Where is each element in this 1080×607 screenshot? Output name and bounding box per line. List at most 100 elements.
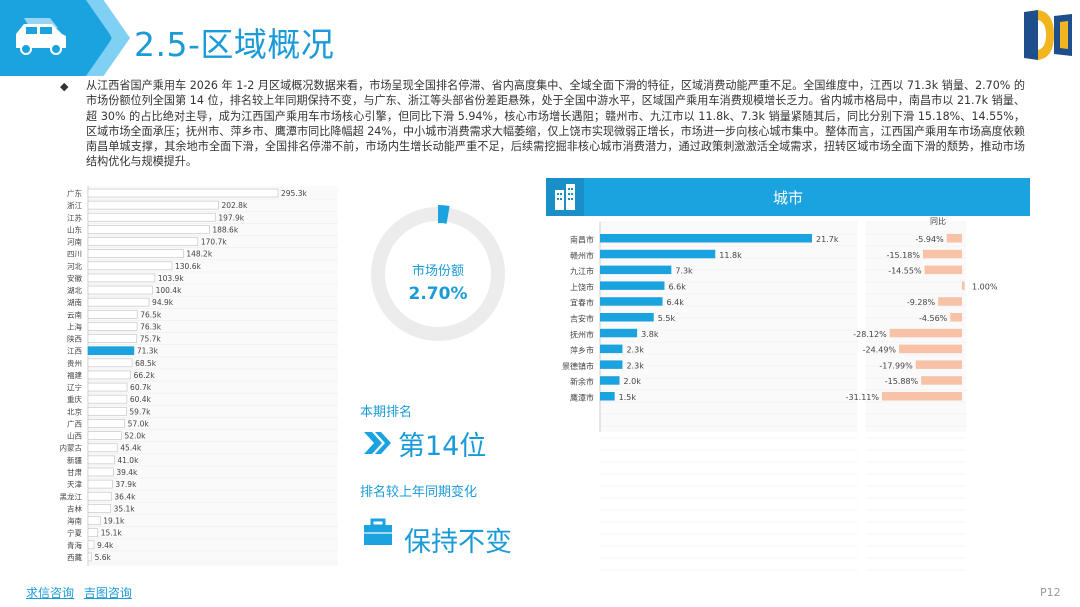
province-category-label: 河北 bbox=[67, 262, 82, 271]
yoy-bar bbox=[950, 313, 962, 322]
city-category-label: 鹰潭市 bbox=[570, 393, 594, 403]
city-category-label: 景德镇市 bbox=[562, 361, 594, 371]
province-bar bbox=[87, 552, 92, 562]
province-bar bbox=[87, 479, 113, 489]
province-category-label: 甘肃 bbox=[67, 467, 82, 477]
city-value-label: 6.6k bbox=[668, 282, 686, 291]
city-bar bbox=[600, 392, 615, 401]
building-icon bbox=[555, 184, 575, 210]
province-category-label: 广东 bbox=[67, 188, 82, 198]
yoy-value-label: -31.11% bbox=[846, 393, 880, 402]
province-value-label: 9.4k bbox=[97, 541, 114, 550]
city-value-label: 3.8k bbox=[641, 330, 659, 339]
city-bar bbox=[600, 344, 623, 354]
city-value-label: 2.3k bbox=[626, 361, 644, 370]
city-value-label: 5.5k bbox=[658, 314, 676, 323]
province-category-label: 云南 bbox=[67, 309, 82, 319]
province-value-label: 76.5k bbox=[140, 310, 162, 319]
footer-link-jitu[interactable]: 吉图咨询 bbox=[83, 586, 132, 600]
intro-text: 从江西省国产乘用车 2026 年 1-2 月区域概况数据来看，市场呈现全国排名停… bbox=[86, 79, 1025, 169]
yoy-bar bbox=[946, 234, 962, 243]
market-share-donut bbox=[369, 205, 507, 343]
province-bar bbox=[87, 322, 138, 331]
province-value-label: 188.6k bbox=[212, 225, 238, 234]
city-value-label: 2.0k bbox=[624, 377, 642, 386]
province-bar bbox=[87, 346, 135, 356]
yoy-bar bbox=[915, 360, 962, 369]
province-value-label: 68.5k bbox=[135, 359, 157, 368]
rank-value: 第14位 bbox=[398, 431, 487, 462]
yoy-bar bbox=[962, 281, 965, 290]
province-bar bbox=[87, 455, 115, 465]
city-category-label: 新余市 bbox=[570, 377, 594, 387]
province-category-label: 辽宁 bbox=[67, 382, 82, 392]
province-category-label: 新疆 bbox=[67, 455, 82, 465]
province-value-label: 130.6k bbox=[175, 262, 201, 271]
yoy-bar bbox=[882, 392, 962, 401]
province-value-label: 60.4k bbox=[130, 395, 152, 404]
province-category-label: 山西 bbox=[67, 431, 82, 441]
city-value-label: 11.8k bbox=[719, 251, 742, 260]
city-section-header: 城市 bbox=[546, 178, 1030, 216]
yoy-bar bbox=[938, 297, 962, 306]
province-bar bbox=[87, 540, 95, 550]
province-bar bbox=[87, 285, 153, 295]
province-bar bbox=[87, 406, 127, 416]
province-category-label: 上海 bbox=[67, 321, 82, 331]
province-category-label: 江西 bbox=[67, 347, 82, 356]
province-category-label: 海南 bbox=[67, 516, 82, 526]
province-value-label: 15.1k bbox=[101, 529, 123, 538]
city-bar bbox=[600, 297, 663, 306]
province-sales-chart: 广东 295.3k 浙江 202.8k 江苏 197.9k 山东 188.6k 河南 170.7k… bbox=[44, 186, 344, 566]
province-value-label: 35.1k bbox=[114, 504, 136, 513]
yoy-bar bbox=[922, 249, 962, 259]
yoy-bar bbox=[899, 344, 962, 354]
province-value-label: 76.3k bbox=[140, 322, 162, 331]
province-value-label: 57.0k bbox=[128, 419, 150, 428]
province-bar bbox=[87, 504, 111, 513]
province-bar bbox=[87, 467, 114, 477]
province-value-label: 52.0k bbox=[124, 432, 146, 441]
yoy-header: 同比 bbox=[930, 216, 946, 226]
footer-link-qiuxin[interactable]: 求信咨询 bbox=[26, 586, 75, 600]
province-value-label: 103.9k bbox=[158, 274, 184, 283]
province-bar bbox=[87, 225, 210, 234]
province-bar bbox=[87, 212, 216, 222]
city-section-title: 城市 bbox=[772, 189, 803, 207]
city-bar bbox=[600, 281, 665, 290]
yoy-value-label: -5.94% bbox=[915, 235, 944, 244]
city-category-label: 南昌市 bbox=[570, 235, 594, 245]
double-chevron-icon bbox=[364, 432, 391, 454]
yoy-bar bbox=[921, 376, 962, 385]
province-bar bbox=[87, 261, 173, 271]
province-value-label: 75.7k bbox=[140, 335, 162, 344]
city-bar bbox=[600, 376, 620, 385]
yoy-value-label: 1.00% bbox=[972, 282, 998, 291]
yoy-bar bbox=[889, 328, 962, 338]
province-bar bbox=[87, 358, 133, 368]
province-value-label: 5.6k bbox=[95, 553, 112, 562]
province-category-label: 浙江 bbox=[67, 200, 82, 210]
yoy-value-label: -24.49% bbox=[863, 346, 897, 355]
city-category-label: 上饶市 bbox=[570, 282, 594, 292]
city-category-label: 九江市 bbox=[570, 266, 594, 276]
yoy-value-label: -9.28% bbox=[907, 298, 936, 307]
province-category-label: 重庆 bbox=[67, 394, 82, 404]
page-number: P12 bbox=[1040, 586, 1061, 599]
city-bar bbox=[600, 313, 654, 322]
province-category-label: 吉林 bbox=[67, 503, 82, 513]
province-bar bbox=[87, 431, 122, 440]
province-value-label: 170.7k bbox=[201, 238, 227, 247]
province-category-label: 西藏 bbox=[67, 552, 82, 562]
city-value-label: 6.4k bbox=[667, 298, 685, 307]
city-value-label: 2.3k bbox=[626, 346, 644, 355]
yoy-value-label: -14.55% bbox=[888, 267, 922, 276]
province-bar bbox=[87, 188, 279, 198]
rank-label: 本期排名 bbox=[360, 405, 413, 420]
province-category-label: 湖南 bbox=[67, 297, 82, 307]
province-value-label: 39.4k bbox=[116, 468, 138, 477]
donut-share-arc bbox=[369, 205, 507, 343]
province-value-label: 202.8k bbox=[221, 201, 247, 210]
province-bar bbox=[87, 516, 101, 525]
